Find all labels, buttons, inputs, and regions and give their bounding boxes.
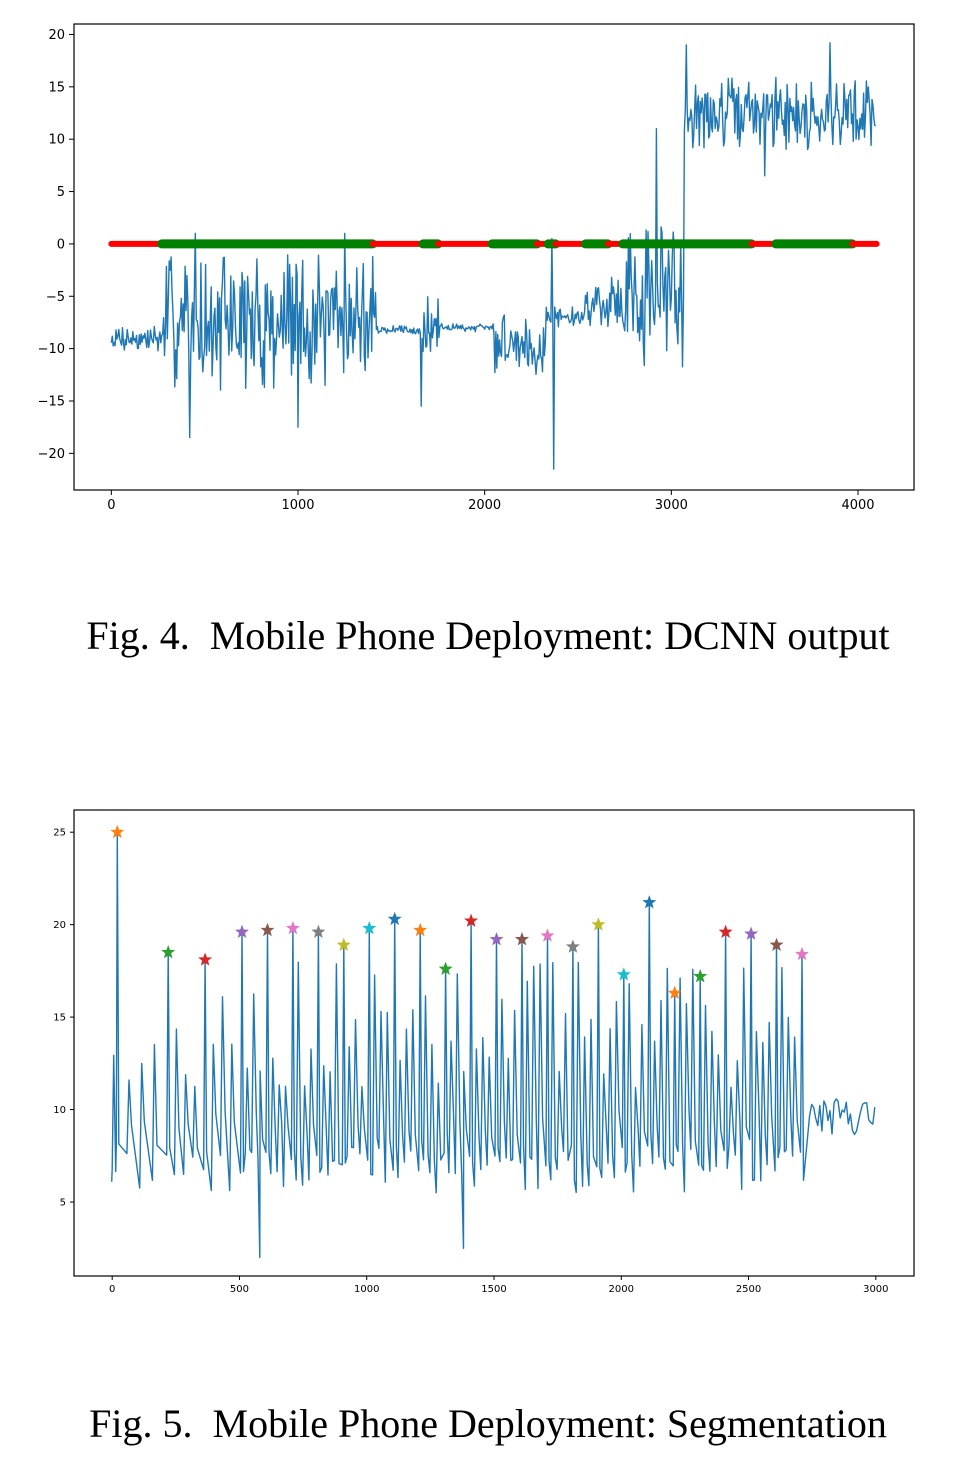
fig5-peak-star <box>438 961 453 975</box>
fig5-y-tick-label: 15 <box>53 1013 66 1024</box>
fig5-peak-star <box>718 924 733 938</box>
fig5-peak-star <box>591 917 606 931</box>
fig5-x-axis: 0 500 1000 1500 2000 2500 3000 <box>109 1276 889 1295</box>
fig4-x-tick-label: 1000 <box>281 498 314 513</box>
fig5-chart: 0 500 1000 1500 2000 2500 3000 5 10 15 20 25 <box>53 809 915 1295</box>
fig4-y-tick-label: −20 <box>38 447 65 462</box>
fig5-peak-star <box>260 922 275 937</box>
fig5-peak-star <box>642 895 657 909</box>
fig4-chart: 0 1000 2000 3000 4000 −20 −15 −10 −5 0 5 10 15 20 <box>38 23 915 513</box>
fig5-signal-series <box>111 831 876 1259</box>
fig5-peak-star <box>464 913 479 927</box>
fig5-x-tick-label: 2000 <box>609 1284 634 1295</box>
fig4-y-tick-label: 15 <box>48 80 65 95</box>
fig5-peak-star <box>514 932 530 946</box>
fig5-y-tick-label: 10 <box>53 1105 66 1116</box>
fig5-peak-star <box>565 939 580 953</box>
fig5-peak-star <box>362 920 377 935</box>
fig5-y-tick-label: 5 <box>60 1198 66 1209</box>
fig5-x-tick-label: 1000 <box>354 1284 379 1295</box>
fig5-peak-star <box>540 928 555 942</box>
fig5-peak-star <box>311 924 326 938</box>
fig5-peak-star <box>285 920 300 935</box>
fig4-y-tick-label: 0 <box>57 237 65 252</box>
fig5-x-tick-label: 1500 <box>481 1284 506 1295</box>
fig4-y-tick-label: 5 <box>57 185 65 200</box>
fig4-y-tick-label: 20 <box>48 28 65 43</box>
fig5-caption: Fig. 5. Mobile Phone Deployment: Segment… <box>89 1401 887 1446</box>
fig5-peak-star <box>489 932 504 946</box>
fig5-peak-star <box>234 924 250 938</box>
fig4-x-tick-label: 4000 <box>841 498 874 513</box>
fig5-y-axis: 5 10 15 20 25 <box>53 828 74 1209</box>
fig5-peak-star <box>413 922 428 937</box>
fig5-peak-star <box>769 937 784 952</box>
fig4-y-axis: −20 −15 −10 −5 0 5 10 15 20 <box>38 28 74 462</box>
fig5-signal-line <box>111 831 876 1259</box>
fig4-x-tick-label: 2000 <box>468 498 501 513</box>
fig5-x-tick-label: 2500 <box>736 1284 761 1295</box>
fig5-peak-star <box>336 937 351 952</box>
fig4-signal-series <box>110 42 876 470</box>
fig5-x-tick-label: 0 <box>109 1284 115 1295</box>
fig5-peak-star <box>616 967 631 981</box>
fig5-peak-star <box>110 824 125 839</box>
fig4-y-tick-label: −10 <box>38 342 65 357</box>
fig4-plot-frame <box>73 23 915 491</box>
fig5-x-tick-label: 3000 <box>863 1284 888 1295</box>
fig4-y-tick-label: 10 <box>48 133 65 148</box>
fig5-peak-star <box>198 952 213 966</box>
fig4-x-axis: 0 1000 2000 3000 4000 <box>107 490 875 513</box>
fig4-signal-line <box>110 42 876 470</box>
fig5-peak-star <box>794 946 810 961</box>
fig4-x-tick-label: 0 <box>107 498 115 513</box>
fig5-peak-star <box>387 911 402 926</box>
fig5-y-tick-label: 25 <box>53 828 66 839</box>
fig5-peak-star <box>667 985 682 999</box>
fig5-y-tick-label: 20 <box>53 920 66 931</box>
fig5-peak-star <box>744 926 759 940</box>
fig5-peak-star <box>693 969 708 983</box>
fig5-x-tick-label: 500 <box>230 1284 249 1295</box>
fig4-y-tick-label: −15 <box>38 394 65 409</box>
fig5-peak-markers <box>110 824 810 999</box>
fig5-peak-star <box>161 945 176 959</box>
fig4-y-tick-label: −5 <box>46 290 65 305</box>
fig4-x-tick-label: 3000 <box>655 498 688 513</box>
fig5-plot-frame <box>73 809 915 1277</box>
fig4-caption: Fig. 4. Mobile Phone Deployment: DCNN ou… <box>86 613 890 658</box>
